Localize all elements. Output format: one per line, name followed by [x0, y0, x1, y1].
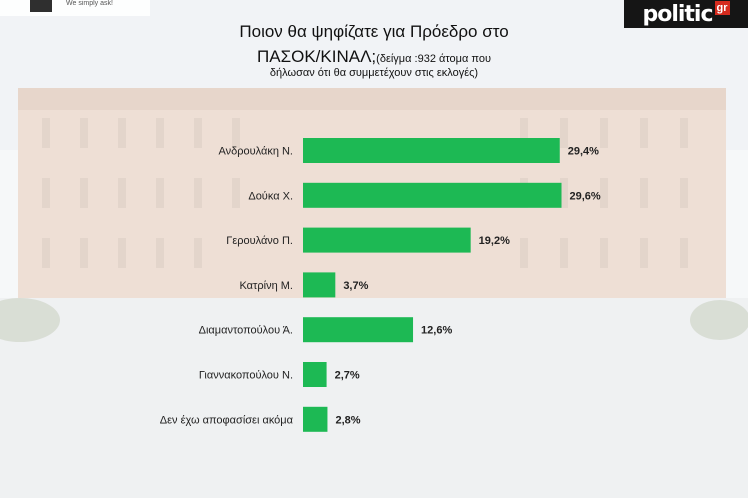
bar: [303, 182, 562, 208]
category-label: Δούκα Χ.: [248, 190, 293, 202]
bar: [303, 406, 328, 432]
category-label: Γιαννακοπούλου Ν.: [199, 370, 293, 382]
value-label: 19,2%: [479, 235, 510, 247]
bar: [303, 227, 471, 253]
value-label: 29,6%: [570, 190, 601, 202]
publisher-logo-suffix: gr: [714, 1, 730, 15]
source-logo-mark: [30, 0, 52, 12]
publisher-logo-word: politic: [642, 1, 713, 27]
chart-title-line1: Ποιον θα ψηφίζατε για Πρόεδρο στο: [239, 22, 509, 41]
value-label: 2,8%: [335, 414, 360, 426]
bar: [303, 317, 414, 343]
category-label: Ανδρουλάκη Ν.: [218, 146, 293, 158]
value-label: 3,7%: [343, 280, 368, 292]
category-label: Διαμαντοπούλου Ά.: [199, 325, 293, 337]
publisher-logo: politic gr: [624, 0, 748, 28]
value-label: 12,6%: [421, 325, 452, 337]
source-logo-left: We simply ask!: [0, 0, 150, 16]
bar: [303, 272, 336, 298]
bar: [303, 362, 327, 387]
value-label: 2,7%: [335, 370, 360, 382]
chart-sample-note: (δείγμα :932 άτομα που: [376, 53, 491, 65]
chart-title-party: ΠΑΣΟΚ/ΚΙΝΑΛ;: [256, 47, 377, 66]
category-label: Κατρίνη Μ.: [239, 280, 293, 292]
source-tagline: We simply ask!: [66, 0, 113, 7]
category-label: Γερουλάνο Π.: [226, 235, 293, 247]
chart-sample-note-line2: δήλωσαν ότι θα συμμετέχουν στις εκλογές): [269, 67, 479, 79]
value-label: 29,4%: [568, 146, 599, 158]
chart-title-line2: ΠΑΣΟΚ/ΚΙΝΑΛ;(δείγμα :932 άτομα που: [0, 47, 748, 67]
bar: [303, 138, 560, 163]
category-label: Δεν έχω αποφασίσει ακόμα: [160, 414, 294, 426]
